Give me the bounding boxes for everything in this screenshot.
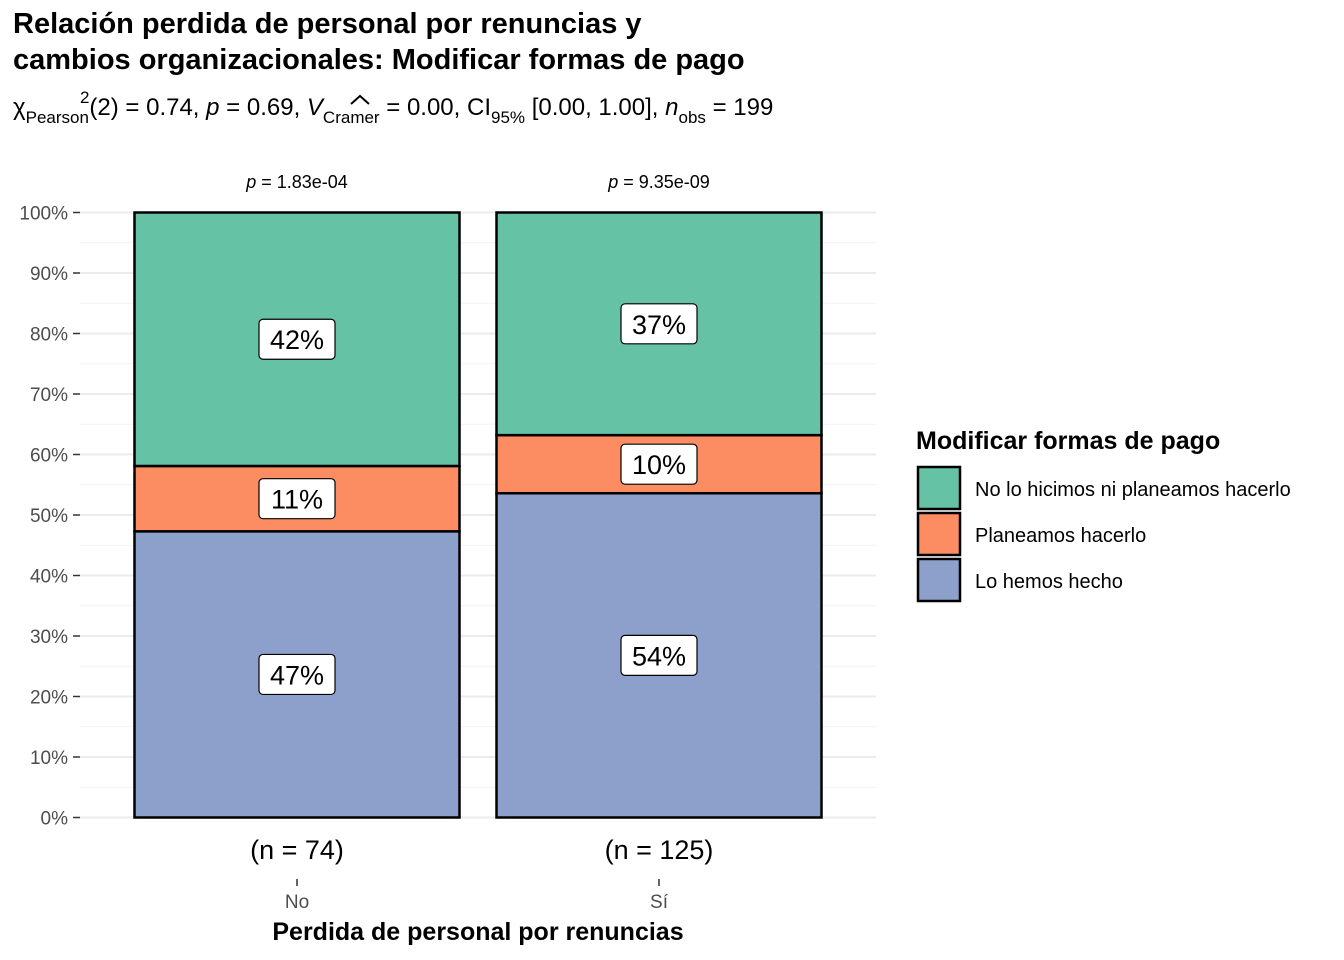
data-label: 11% [271, 485, 323, 515]
data-label-box [620, 303, 698, 345]
n-subscript: obs [678, 108, 706, 127]
ci-value: [0.00, 1.00], [525, 94, 666, 121]
y-axis: 0% 10% 20% 30% 40% 50% 60% 70% 80% 90% 100% [19, 204, 80, 830]
v-symbol: V [306, 94, 323, 121]
data-label: 47% [270, 660, 324, 690]
x-tick-label: Sí [650, 892, 669, 913]
x-axis-title: Perdida de personal por renuncias [272, 918, 683, 946]
legend-label: Lo hemos hecho [975, 571, 1123, 593]
category-p-value: p = 1.83e-04 [245, 172, 348, 192]
chi-symbol: χ [13, 94, 26, 121]
y-tick-label: 20% [30, 688, 68, 709]
data-label-box [258, 653, 336, 696]
legend-label: Planeamos hacerlo [975, 525, 1146, 547]
chart-title: Relación perdida de personal por renunci… [13, 6, 745, 78]
v-subscript: Cramer [322, 108, 380, 127]
x-axis: (n = 74) No (n = 125) Sí Perdida de personal… [250, 835, 713, 946]
p-value: = 0.69, [219, 94, 307, 121]
chi-superscript: 2 [79, 88, 90, 107]
y-tick-label: 0% [41, 809, 69, 830]
legend-title: Modificar formas de pago [916, 427, 1220, 455]
legend-key [916, 557, 962, 603]
segment-labels: 47% 11% 42% p = 1.83e-04 54% 10% 37% p = 9.35e-… [245, 172, 710, 696]
y-tick-label: 80% [30, 325, 68, 346]
data-label: 42% [270, 325, 324, 355]
y-tick-label: 60% [30, 446, 68, 467]
category-p-value: p = 9.35e-09 [607, 172, 710, 192]
y-tick-label: 100% [19, 204, 68, 225]
category-count: (n = 74) [250, 835, 344, 865]
data-label-box [620, 443, 698, 485]
y-tick-label: 30% [30, 627, 68, 648]
legend: Modificar formas de pago No lo hicimos ni… [916, 427, 1291, 603]
data-label: 10% [632, 450, 686, 480]
legend-key [916, 465, 962, 511]
n-symbol: n [665, 94, 679, 121]
category-count: (n = 125) [605, 835, 714, 865]
data-label-box [620, 634, 698, 676]
data-label-box [258, 478, 336, 520]
y-tick-label: 40% [30, 567, 68, 588]
p-symbol: p [206, 94, 220, 121]
chart-title-line-2: cambios organizacionales: Modificar form… [13, 44, 745, 76]
data-label: 54% [632, 641, 686, 671]
v-value: = 0.00, CI [379, 94, 491, 121]
chi-subscript: Pearson [25, 108, 89, 127]
y-tick-label: 70% [30, 385, 68, 406]
data-label: 37% [632, 310, 686, 340]
legend-key [916, 511, 962, 557]
n-value: = 199 [705, 94, 774, 121]
legend-label: No lo hicimos ni planeamos hacerlo [975, 479, 1291, 501]
y-tick-label: 90% [30, 264, 68, 285]
x-tick-label: No [285, 892, 309, 913]
v-hat-icon [350, 94, 370, 105]
chi-value: (2) = 0.74, [89, 94, 207, 121]
ci-subscript: 95% [491, 108, 526, 127]
chart-subtitle-statistics: χPearson2(2) = 0.74, p = 0.69, VCramer =… [13, 88, 773, 130]
y-tick-label: 50% [30, 506, 68, 527]
data-label-box [258, 318, 336, 360]
chart-title-line-1: Relación perdida de personal por renunci… [13, 8, 642, 40]
y-tick-label: 10% [30, 748, 68, 769]
